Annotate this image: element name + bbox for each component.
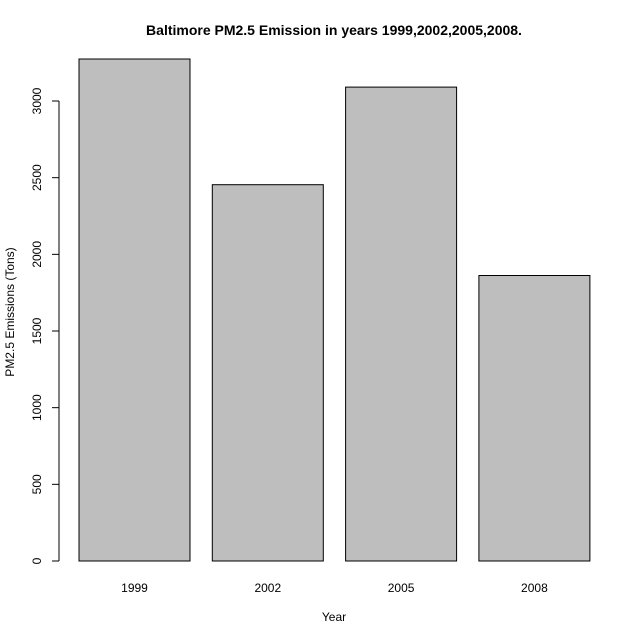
y-tick-label-500: 500: [30, 474, 44, 494]
bars-group: [78, 58, 591, 562]
bar-1999: [78, 58, 191, 562]
y-axis-label: PM2.5 Emissions (Tons): [3, 247, 17, 376]
y-tick-label-1000: 1000: [30, 394, 44, 421]
x-tick-label-1999: 1999: [121, 581, 148, 595]
y-tick-label-2000: 2000: [30, 241, 44, 268]
x-axis: 1999 2002 2005 2008: [121, 581, 548, 595]
y-tick-label-2500: 2500: [30, 164, 44, 191]
y-axis: 0 500 1000 1500 2000 2500 3000: [30, 87, 60, 564]
y-tick-label-0: 0: [30, 557, 44, 564]
bar-2008: [478, 275, 591, 562]
x-tick-label-2002: 2002: [254, 581, 281, 595]
x-tick-label-2005: 2005: [388, 581, 415, 595]
chart-title: Baltimore PM2.5 Emission in years 1999,2…: [146, 22, 522, 38]
bar-2002: [211, 184, 324, 562]
y-tick-label-1500: 1500: [30, 317, 44, 344]
bar-2005: [345, 86, 458, 562]
x-tick-label-2008: 2008: [521, 581, 548, 595]
x-axis-label: Year: [322, 610, 346, 624]
y-tick-label-3000: 3000: [30, 87, 44, 114]
